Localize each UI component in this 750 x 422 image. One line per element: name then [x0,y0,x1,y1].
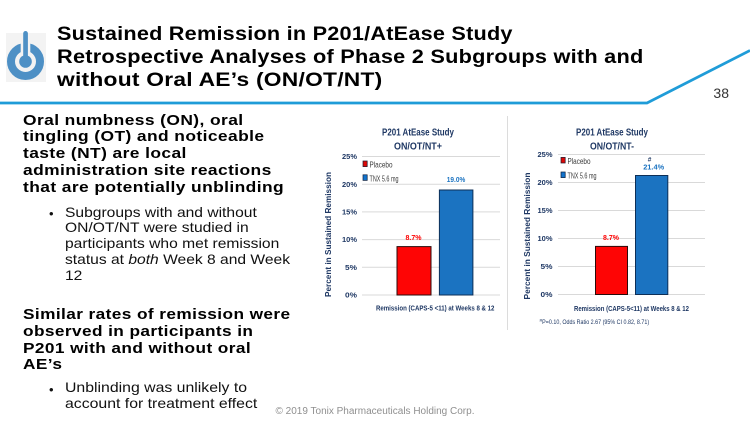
svg-text:Remission (CAPS-5 <11) at Week: Remission (CAPS-5 <11) at Weeks 8 & 12 [376,304,495,313]
svg-text:TNX 5.6 mg: TNX 5.6 mg [568,172,597,181]
svg-text:20%: 20% [342,180,357,189]
svg-text:10%: 10% [342,235,357,244]
svg-text:25%: 25% [342,152,357,161]
svg-text:#P=0.10, Odds Ratio 2.67 (95%: #P=0.10, Odds Ratio 2.67 (95% CI 0.82, 8… [540,318,650,326]
svg-text:15%: 15% [342,208,357,217]
svg-text:20%: 20% [538,178,553,187]
svg-text:Percent in Sustained Remission: Percent in Sustained Remission [522,173,532,300]
svg-text:8.7%: 8.7% [406,233,422,242]
svg-text:ON/OT/NT+: ON/OT/NT+ [394,141,442,153]
svg-text:8.7%: 8.7% [603,233,619,242]
svg-text:0%: 0% [345,291,357,300]
svg-text:5%: 5% [541,262,553,271]
svg-text:Placebo: Placebo [568,157,591,166]
svg-text:21.4%: 21.4% [643,162,664,171]
svg-text:10%: 10% [538,234,553,243]
svg-text:ON/OT/NT-: ON/OT/NT- [590,141,634,153]
svg-text:5%: 5% [345,263,357,272]
svg-text:Placebo: Placebo [370,161,393,170]
svg-text:0%: 0% [541,290,553,299]
svg-text:P201 AtEase Study: P201 AtEase Study [382,128,454,139]
svg-text:Remission (CAPS-5<11) at Weeks: Remission (CAPS-5<11) at Weeks 8 & 12 [574,304,689,313]
svg-text:TNX 5.6 mg: TNX 5.6 mg [370,175,399,184]
svg-text:#: # [648,156,652,163]
svg-text:P201 AtEase Study: P201 AtEase Study [576,128,648,139]
svg-text:19.0%: 19.0% [447,175,466,184]
svg-text:25%: 25% [538,150,553,159]
svg-text:Percent in Sustained Remission: Percent in Sustained Remission [323,172,333,297]
svg-text:15%: 15% [538,206,553,215]
